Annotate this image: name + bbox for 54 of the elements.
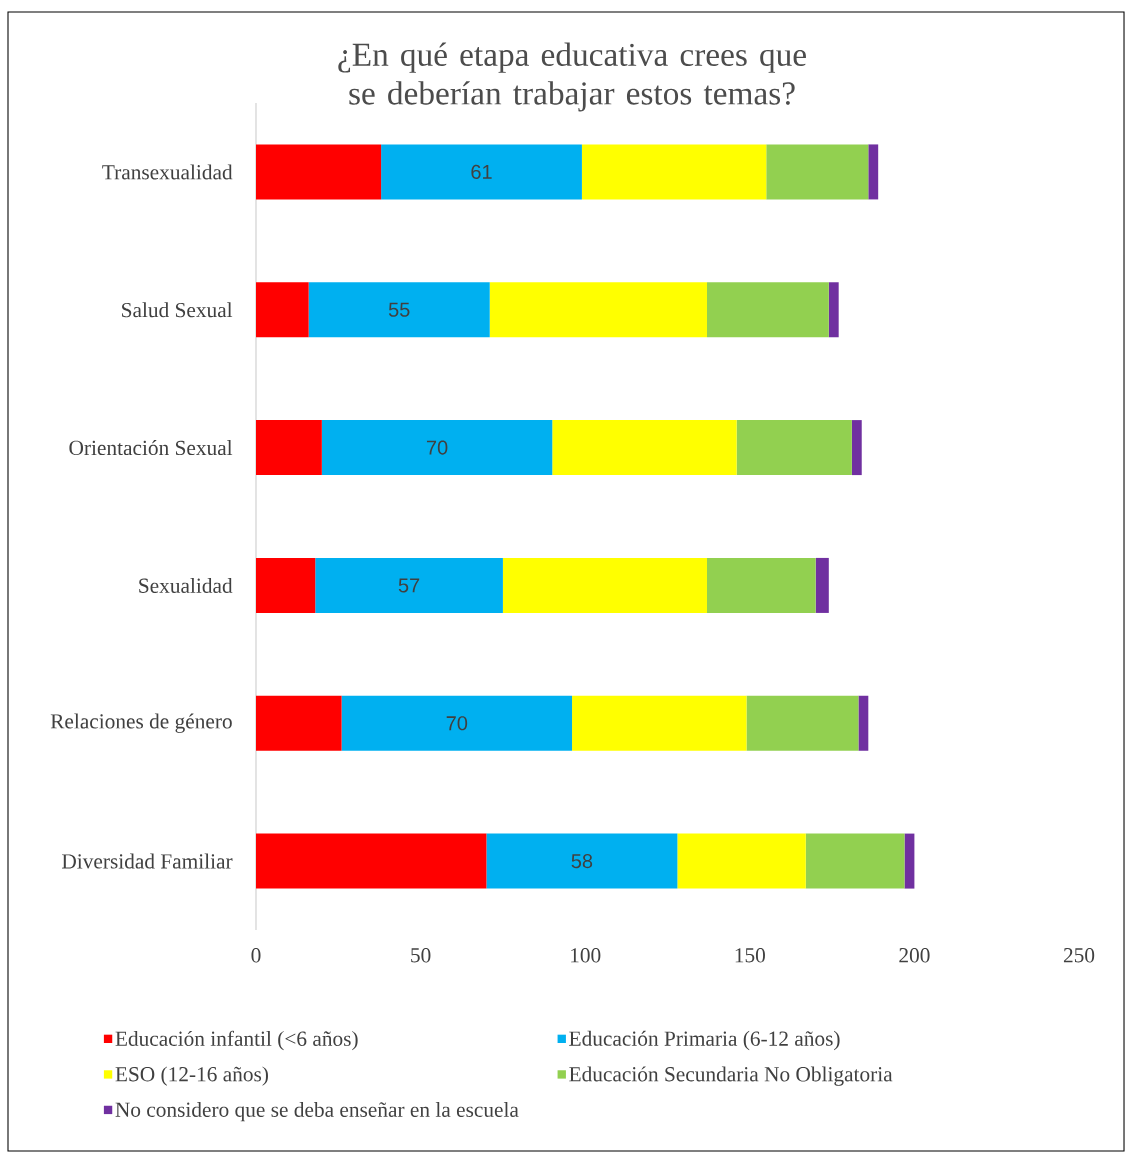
- bar: [552, 420, 737, 476]
- bar: [256, 144, 382, 200]
- bar: [256, 420, 322, 476]
- bar: [858, 695, 869, 751]
- data-label: 57: [398, 578, 420, 593]
- y-tick-label: Diversidad Familiar: [62, 853, 233, 869]
- x-tick-label: 0: [251, 948, 261, 963]
- bar: [868, 144, 879, 200]
- bar: [581, 144, 767, 200]
- x-tick-label: 250: [1063, 948, 1095, 963]
- bar: [572, 695, 747, 751]
- bar: [677, 833, 806, 889]
- bar: [805, 833, 905, 889]
- bar: [851, 420, 862, 476]
- x-tick-label: 150: [735, 948, 765, 963]
- chart-title: ¿En qué etapa educativa crees que se deberían trabajar estos temas?: [338, 42, 806, 112]
- bar: [736, 420, 852, 476]
- legend-label: Educación Secundaria No Obligatoria: [569, 1066, 893, 1086]
- bar: [308, 282, 490, 338]
- data-label: 55: [388, 302, 410, 317]
- y-tick-label: Sexualidad: [139, 577, 233, 593]
- x-tick-label: 100: [571, 948, 601, 963]
- bar: [381, 144, 582, 200]
- bar: [707, 557, 816, 613]
- data-label: 70: [426, 440, 448, 455]
- x-tick-label: 50: [411, 948, 431, 963]
- bar: [766, 144, 869, 200]
- bar: [256, 833, 487, 889]
- data-label: 58: [571, 853, 593, 869]
- data-label: 61: [471, 164, 492, 179]
- bar: [486, 833, 678, 889]
- x-tick-label: 200: [899, 948, 930, 963]
- y-tick-label: Relaciones de género: [50, 713, 232, 733]
- bar: [341, 695, 573, 751]
- data-label: 70: [446, 716, 468, 731]
- y-tick-label: Salud Sexual: [122, 302, 233, 318]
- bar: [828, 282, 839, 338]
- bar: [315, 557, 503, 613]
- bar: [502, 557, 708, 613]
- y-tick-label: Transexualidad: [102, 164, 233, 180]
- legend-label: Educación infantil (<6 años): [115, 1030, 358, 1051]
- bar: [256, 557, 316, 613]
- bar: [256, 695, 342, 751]
- bar: [746, 695, 859, 751]
- bar: [489, 282, 708, 338]
- bar: [904, 833, 915, 889]
- legend-label: ESO (12-16 años): [115, 1066, 268, 1086]
- bar: [321, 420, 553, 476]
- legend-label: Educación Primaria (6-12 años): [569, 1030, 840, 1051]
- bar: [815, 557, 829, 613]
- legend-label: No considero que se deba enseñar en la escuela: [115, 1101, 519, 1122]
- bar: [707, 282, 829, 338]
- bar: [256, 282, 309, 338]
- y-tick-label: Orientación Sexual: [69, 440, 233, 456]
